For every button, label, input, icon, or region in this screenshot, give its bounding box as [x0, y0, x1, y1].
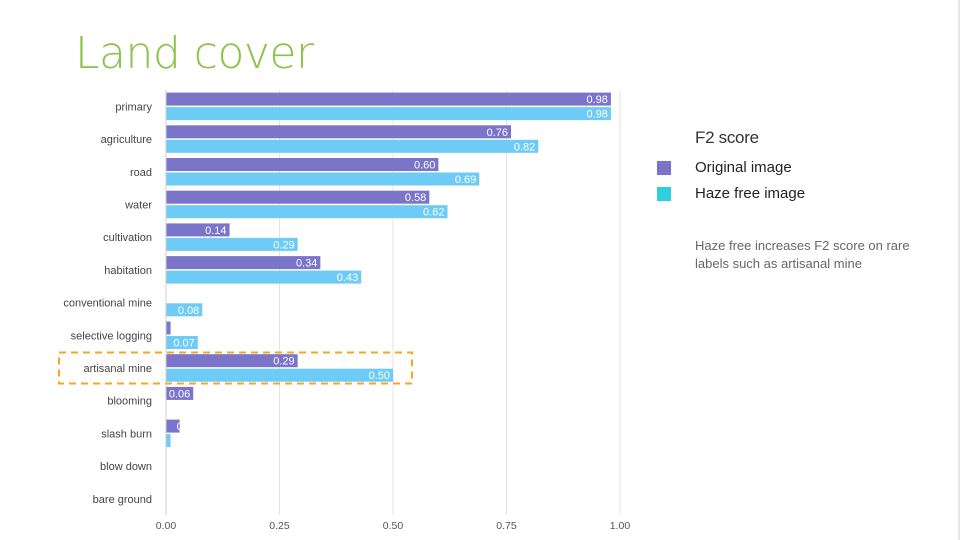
legend-label-original: Original image	[695, 159, 792, 176]
bar	[166, 139, 539, 153]
bar	[166, 270, 362, 284]
bar	[166, 223, 230, 237]
bar-value-label: 0.29	[273, 356, 294, 368]
bar	[166, 419, 180, 433]
category-label: slash burn	[101, 428, 152, 440]
category-label: bare ground	[93, 494, 152, 506]
bar-value-label: 0.43	[337, 272, 358, 284]
bar-value-label: 0.58	[405, 192, 426, 204]
category-label: conventional mine	[63, 298, 152, 310]
legend-title: F2 score	[695, 128, 759, 147]
bar-value-label: 0.50	[369, 370, 390, 382]
bar-value-label: 0.29	[273, 239, 294, 251]
bar-value-label: 0	[177, 421, 183, 433]
bar	[166, 172, 480, 186]
bar	[166, 237, 298, 251]
x-tick-label: 0.50	[383, 520, 404, 532]
bar-value-label: 0.98	[586, 94, 607, 106]
bar-value-label: 0.82	[514, 141, 535, 153]
bar-value-label: 0.62	[423, 207, 444, 219]
x-tick-label: 0.75	[496, 520, 517, 532]
bar	[166, 190, 430, 204]
bar	[166, 107, 611, 121]
bar	[166, 205, 448, 219]
bar-value-label: 0.08	[178, 305, 199, 317]
category-label: road	[130, 167, 152, 179]
category-label: agriculture	[101, 134, 152, 146]
legend-swatch-haze-free	[657, 186, 671, 201]
bar	[166, 336, 198, 349]
bar-value-label: 0.06	[169, 388, 190, 400]
legend-item-original: Original image	[657, 159, 792, 176]
bar	[166, 434, 171, 448]
x-tick-label: 0.25	[269, 520, 290, 532]
category-label: primary	[115, 101, 152, 113]
bar	[166, 92, 611, 106]
bar	[166, 303, 203, 317]
bar-value-label: 0.07	[173, 338, 194, 350]
legend-item-haze-free: Haze free image	[657, 185, 805, 202]
slide-title: Land cover	[75, 28, 314, 79]
bar-value-label: 0.60	[414, 160, 435, 172]
bar	[166, 256, 321, 270]
category-label: artisanal mine	[84, 363, 152, 375]
slide-edge-divider	[958, 0, 960, 540]
bar	[166, 125, 512, 139]
bar	[166, 354, 298, 368]
x-tick-label: 1.00	[610, 520, 631, 532]
category-label: selective logging	[71, 330, 152, 342]
x-tick-label: 0.00	[156, 520, 177, 532]
category-label: water	[124, 199, 152, 211]
bar	[166, 368, 393, 382]
annotation-note: Haze free increases F2 score on rare lab…	[695, 238, 910, 271]
legend-label-haze-free: Haze free image	[695, 185, 806, 202]
category-label: habitation	[104, 265, 152, 277]
bar-value-label: 0.76	[487, 127, 508, 139]
bar	[166, 158, 439, 171]
bar-value-label: 0.69	[455, 174, 476, 186]
bar-value-label: 0.98	[586, 109, 607, 121]
category-label: blow down	[100, 461, 152, 473]
bar-value-label: 0.34	[296, 258, 317, 270]
bar	[166, 386, 194, 400]
category-label: blooming	[107, 396, 152, 408]
bar	[166, 321, 171, 335]
category-label: cultivation	[103, 232, 152, 244]
bar-value-label: 0.14	[205, 225, 226, 237]
legend-swatch-original	[657, 160, 671, 175]
